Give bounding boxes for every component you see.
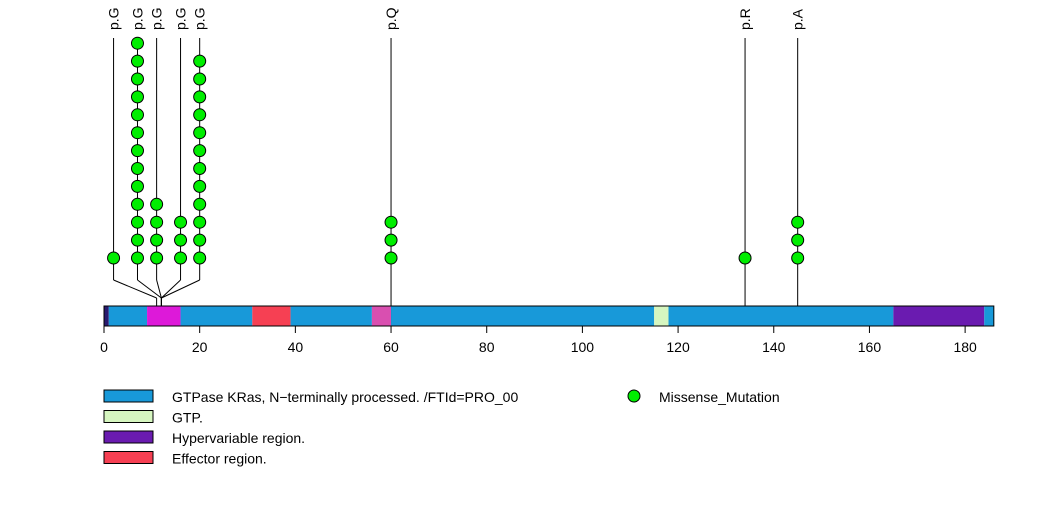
mutation-labels: p.G p.G p.G p.G p.G p.Q p.R p.A bbox=[106, 7, 806, 30]
mutation-dot bbox=[738, 251, 752, 265]
axis-tick-label: 20 bbox=[192, 339, 208, 355]
mutation-dot bbox=[193, 197, 207, 211]
mutation-dot bbox=[193, 90, 207, 104]
mutation-dot bbox=[193, 233, 207, 247]
mutation-leader-4 bbox=[161, 279, 200, 299]
domain-segment-4 bbox=[252, 306, 291, 326]
mutation-dot bbox=[791, 233, 805, 247]
domain-segment-11 bbox=[984, 306, 994, 326]
domain-segment-5 bbox=[290, 306, 372, 326]
mutation-dot bbox=[130, 54, 144, 68]
legend-dot-0 bbox=[627, 389, 641, 403]
mutation-label-3: p.G bbox=[173, 7, 189, 30]
mutation-dot bbox=[791, 251, 805, 265]
mutation-leader-0 bbox=[113, 279, 157, 299]
mutation-dot bbox=[150, 197, 164, 211]
mutation-dot bbox=[130, 126, 144, 140]
mutation-label-0: p.G bbox=[106, 7, 122, 30]
mutation-dot bbox=[130, 197, 144, 211]
axis-tick-label: 100 bbox=[571, 339, 595, 355]
mutation-leader-1 bbox=[137, 279, 162, 299]
domain-segment-8 bbox=[654, 306, 669, 326]
mutation-dot bbox=[384, 215, 398, 229]
mutation-dot bbox=[130, 179, 144, 193]
mutation-label-1: p.G bbox=[129, 7, 145, 30]
domain-segment-10 bbox=[893, 306, 985, 326]
mutation-dot bbox=[150, 215, 164, 229]
mutation-dot bbox=[193, 126, 207, 140]
mutation-leader-2 bbox=[156, 279, 162, 299]
domain-segment-6 bbox=[371, 306, 392, 326]
mutation-dot bbox=[130, 215, 144, 229]
axis-tick-label: 40 bbox=[288, 339, 304, 355]
mutation-dot bbox=[174, 251, 188, 265]
legend-label-2: Hypervariable region. bbox=[172, 430, 305, 446]
mutation-dot bbox=[193, 215, 207, 229]
mutation-dot bbox=[130, 144, 144, 158]
protein-bar bbox=[103, 305, 995, 327]
mutation-label-5: p.Q bbox=[383, 7, 399, 30]
mutation-dot bbox=[193, 251, 207, 265]
domain-segment-7 bbox=[391, 306, 655, 326]
mutation-dot bbox=[174, 215, 188, 229]
mutation-dot bbox=[384, 233, 398, 247]
legend-label-0: GTPase KRas, N−terminally processed. /FT… bbox=[172, 389, 518, 405]
axis-tick-label: 120 bbox=[666, 339, 690, 355]
mutation-dot bbox=[193, 162, 207, 175]
axis-tick-label: 60 bbox=[383, 339, 399, 355]
mutation-dot bbox=[130, 90, 144, 104]
mutation-dot bbox=[130, 162, 144, 175]
legend-label-1: GTP. bbox=[172, 410, 203, 426]
axis-tick-label: 0 bbox=[100, 339, 108, 355]
mutation-dot bbox=[107, 251, 121, 265]
mutation-dot bbox=[791, 215, 805, 229]
mutation-dot bbox=[130, 251, 144, 265]
mutation-dot bbox=[193, 72, 207, 86]
mutation-dot bbox=[130, 233, 144, 247]
mutation-dot bbox=[193, 179, 207, 193]
domain-segment-1 bbox=[108, 306, 148, 326]
mutation-dot bbox=[130, 108, 144, 122]
legend-swatch-3 bbox=[103, 451, 154, 464]
legend-swatch-1 bbox=[103, 410, 154, 423]
domain-segment-3 bbox=[180, 306, 253, 326]
domain-segment-2 bbox=[147, 306, 181, 326]
domain-segment-9 bbox=[668, 306, 894, 326]
axis-tick-label: 80 bbox=[479, 339, 495, 355]
mutation-dots bbox=[107, 36, 805, 265]
mutation-label-2: p.G bbox=[149, 7, 165, 30]
mutation-dot bbox=[150, 233, 164, 247]
mutation-dot bbox=[174, 233, 188, 247]
leader-lines bbox=[113, 38, 799, 326]
mutation-label-7: p.A bbox=[790, 8, 806, 30]
mutation-label-4: p.G bbox=[192, 7, 208, 30]
x-axis: 0 20 40 60 80 100 120 140 160 180 bbox=[100, 325, 977, 355]
axis-tick-label: 140 bbox=[762, 339, 786, 355]
mutation-dot bbox=[193, 54, 207, 68]
legend-swatch-2 bbox=[103, 430, 154, 444]
axis-tick-label: 180 bbox=[953, 339, 977, 355]
mutation-dot bbox=[130, 72, 144, 86]
legend: GTPase KRas, N−terminally processed. /FT… bbox=[103, 389, 780, 467]
legend-label-3: Effector region. bbox=[172, 451, 267, 467]
mutation-dot bbox=[193, 108, 207, 122]
axis-tick-label: 160 bbox=[858, 339, 882, 355]
mutation-dot bbox=[384, 251, 398, 265]
mutation-dot bbox=[130, 36, 144, 50]
mutation-label-6: p.R bbox=[737, 8, 753, 30]
mutation-dot bbox=[193, 144, 207, 158]
domain-segment-0 bbox=[104, 306, 109, 326]
legend-dot-label-0: Missense_Mutation bbox=[659, 389, 780, 405]
mutation-leader-3 bbox=[161, 279, 181, 299]
legend-swatch-0 bbox=[103, 389, 154, 403]
mutation-dot bbox=[150, 251, 164, 265]
